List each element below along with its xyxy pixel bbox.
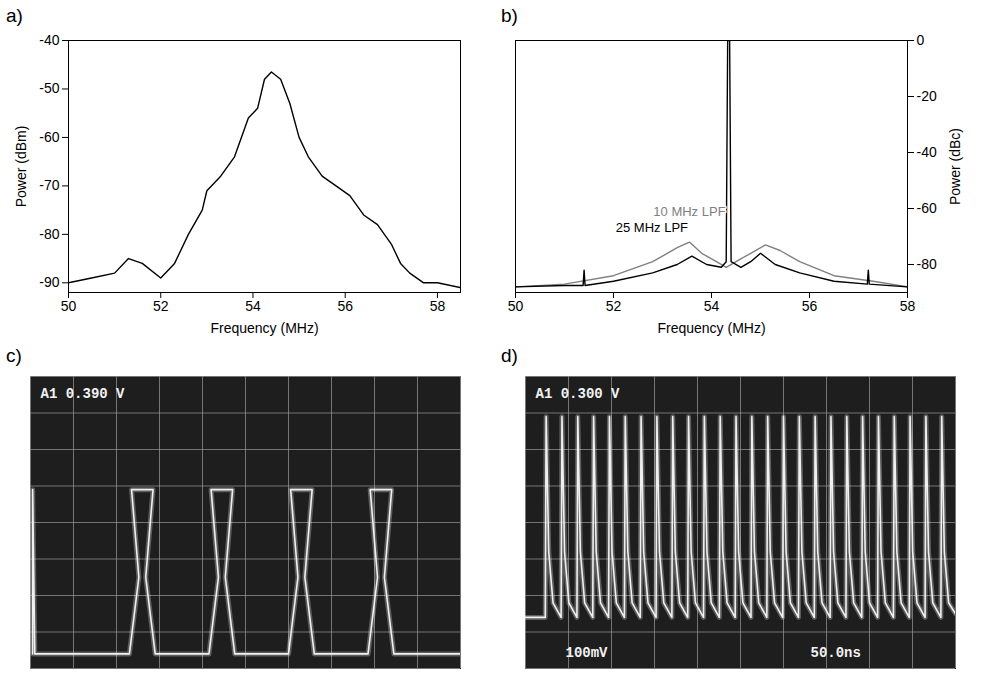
html-text:a): a) — [6, 5, 23, 26]
html-text:d): d) — [501, 345, 518, 366]
svg-text:A1 0.300 V: A1 0.300 V — [536, 386, 621, 402]
svg-text:54: 54 — [245, 298, 261, 314]
svg-text:Power (dBm): Power (dBm) — [13, 126, 29, 208]
svg-text:58: 58 — [900, 298, 916, 314]
svg-text:-20: -20 — [917, 88, 937, 104]
svg-text:-60: -60 — [39, 129, 59, 145]
svg-text:54: 54 — [704, 298, 720, 314]
svg-text:Power (dBc): Power (dBc) — [947, 128, 963, 205]
html-text:c): c) — [6, 345, 22, 366]
svg-text:Frequency (MHz): Frequency (MHz) — [210, 320, 318, 336]
svg-text:A1 0.390 V: A1 0.390 V — [41, 386, 126, 402]
svg-text:50.0ns: 50.0ns — [811, 645, 861, 661]
svg-text:-70: -70 — [39, 177, 59, 193]
svg-text:10 MHz LPF: 10 MHz LPF — [653, 204, 725, 219]
svg-text:-40: -40 — [39, 32, 59, 48]
svg-text:56: 56 — [802, 298, 818, 314]
svg-text:Frequency (MHz): Frequency (MHz) — [657, 320, 765, 336]
svg-text:-90: -90 — [39, 274, 59, 290]
svg-text:-80: -80 — [917, 256, 937, 272]
svg-text:-80: -80 — [39, 226, 59, 242]
svg-text:-60: -60 — [917, 200, 937, 216]
svg-text:50: 50 — [508, 298, 524, 314]
svg-text:58: 58 — [430, 298, 446, 314]
svg-text:56: 56 — [337, 298, 353, 314]
svg-text:50: 50 — [61, 298, 77, 314]
svg-text:-40: -40 — [917, 144, 937, 160]
svg-text:52: 52 — [606, 298, 622, 314]
svg-text:0: 0 — [917, 32, 925, 48]
html-text:b): b) — [501, 5, 518, 26]
svg-text:-50: -50 — [39, 80, 59, 96]
svg-text:100mV: 100mV — [566, 645, 609, 661]
svg-text:25 MHz LPF: 25 MHz LPF — [616, 220, 688, 235]
svg-text:52: 52 — [153, 298, 169, 314]
